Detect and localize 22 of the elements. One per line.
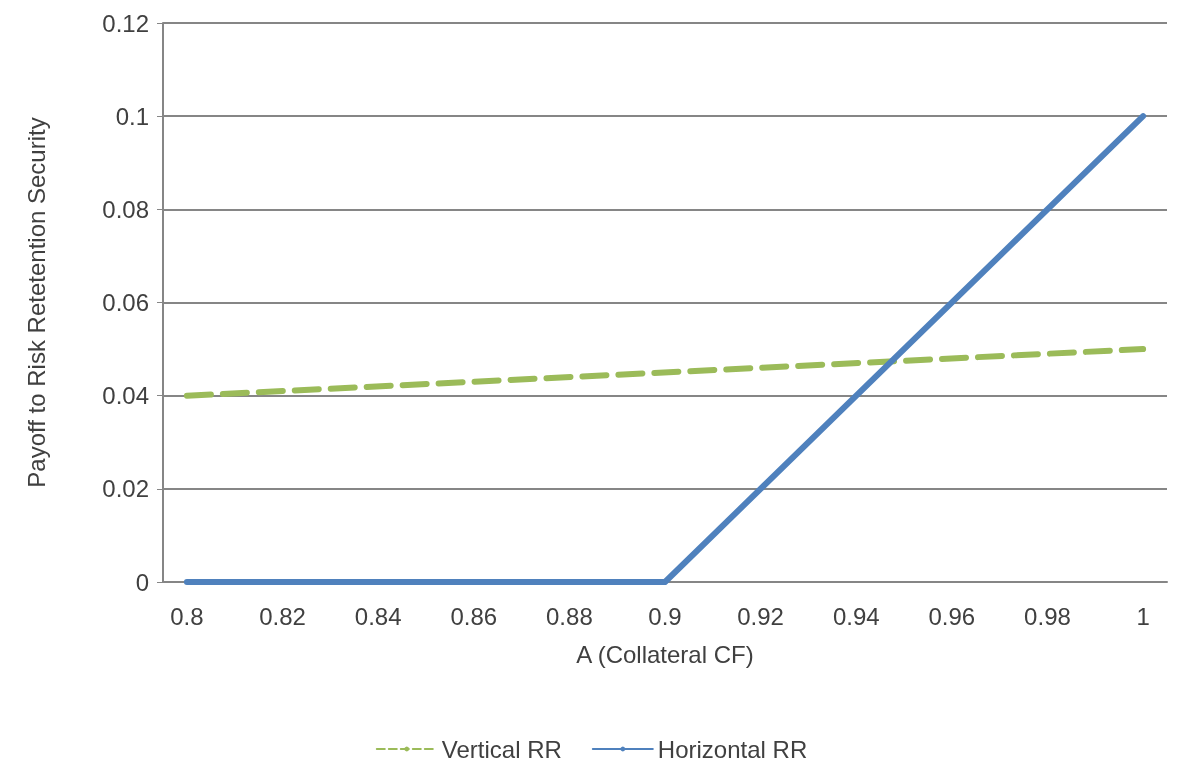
legend-label: Horizontal RR <box>657 735 808 763</box>
x-tick-label: 0.84 <box>354 602 402 630</box>
y-tick-label: 0 <box>135 568 149 596</box>
x-tick-label: 0.98 <box>1024 602 1071 630</box>
x-tick-label: 0.8 <box>170 602 204 630</box>
x-axis-title: A (Collateral CF) <box>576 640 754 668</box>
y-tick-label: 0.04 <box>102 382 149 410</box>
legend-label: Vertical RR <box>441 735 562 763</box>
x-tick-label: 0.92 <box>737 602 784 630</box>
x-tick-label: 0.88 <box>546 602 593 630</box>
x-tick-label: 0.94 <box>832 602 880 630</box>
y-tick-label: 0.12 <box>102 9 149 37</box>
y-tick-label: 0.1 <box>115 102 149 130</box>
x-tick-label: 0.82 <box>259 602 306 630</box>
x-tick-label: 0.9 <box>648 602 682 630</box>
y-axis-title: Payoff to Risk Retetention Security <box>22 117 50 488</box>
y-tick-label: 0.06 <box>102 289 149 316</box>
x-tick-label: 0.96 <box>928 602 976 630</box>
x-tick-label: 1 <box>1136 602 1150 630</box>
x-tick-label: 0.86 <box>450 602 498 630</box>
y-tick-label: 0.08 <box>102 195 149 223</box>
y-tick-label: 0.02 <box>102 475 149 503</box>
